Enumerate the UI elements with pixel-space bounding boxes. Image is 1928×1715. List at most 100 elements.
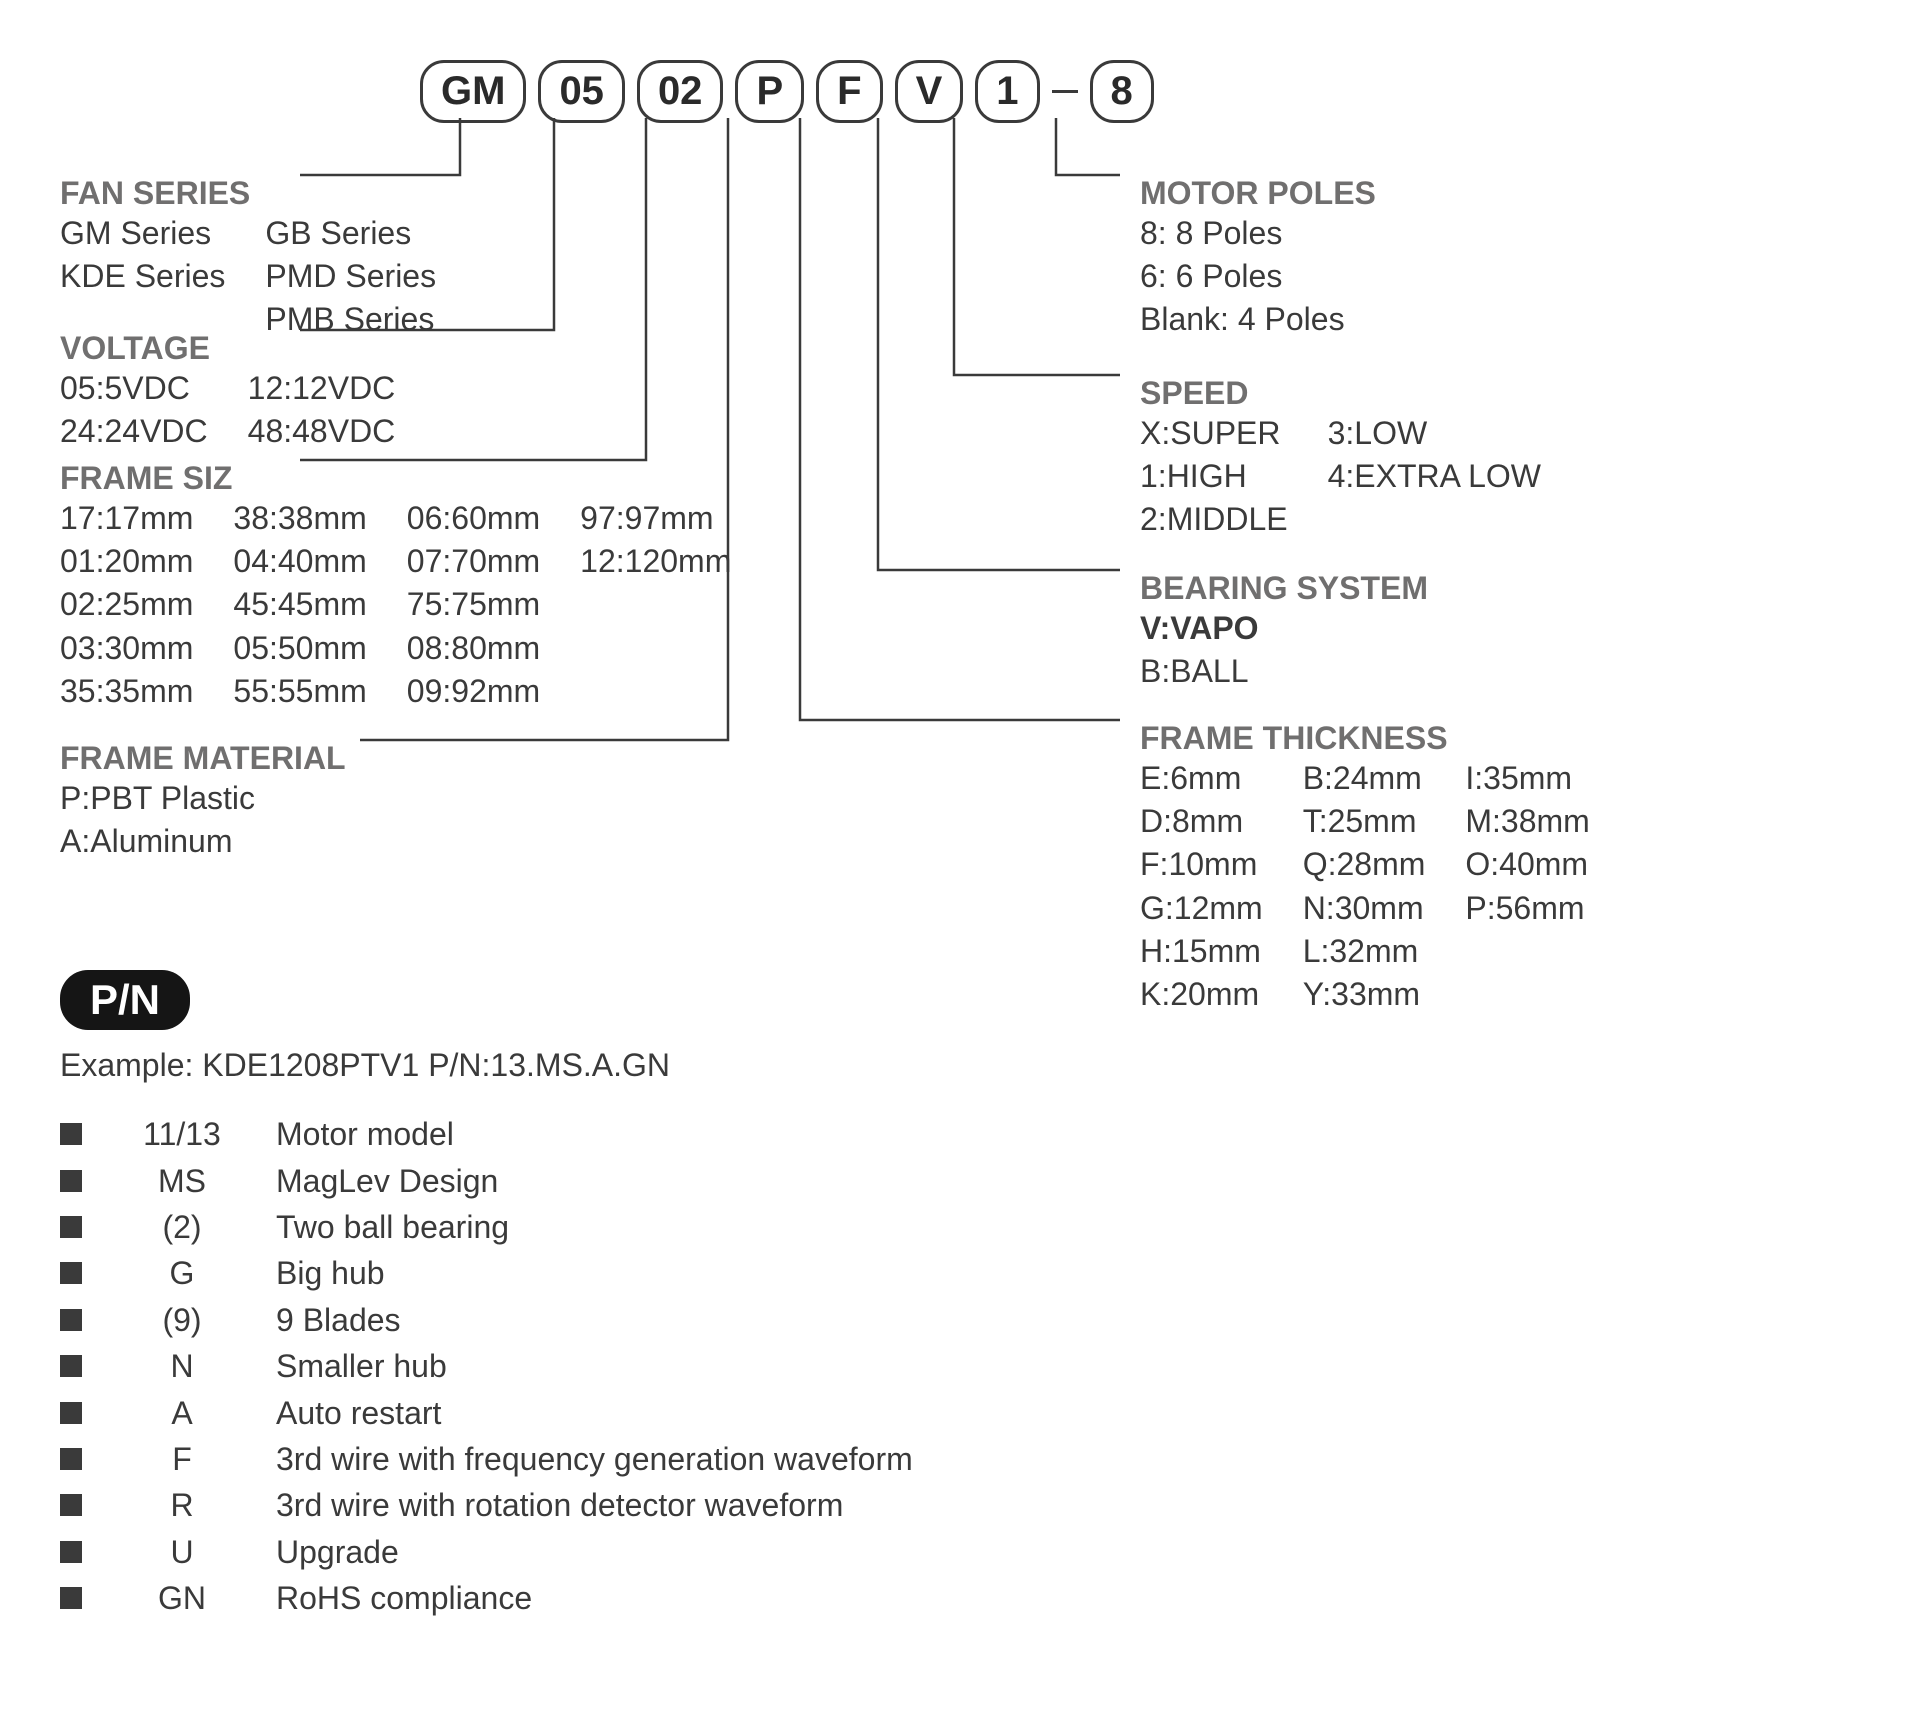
- bullet-icon: [60, 1309, 82, 1331]
- bullet-icon: [60, 1402, 82, 1424]
- frame-size-item: 02:25mm: [60, 583, 193, 626]
- pn-code: (2): [112, 1204, 252, 1250]
- pn-code: A: [112, 1390, 252, 1436]
- pn-legend-list: 11/13 Motor model MSMagLev Design (2)Two …: [60, 1111, 913, 1621]
- frame-thickness-item: I:35mm: [1465, 757, 1589, 800]
- pn-row: NSmaller hub: [60, 1343, 913, 1389]
- motor-poles-section: MOTOR POLES 8: 8 Poles 6: 6 Poles Blank:…: [1140, 175, 1376, 342]
- frame-thickness-item: B:24mm: [1303, 757, 1426, 800]
- fan-series-label: FAN SERIES: [60, 175, 436, 212]
- pn-code: G: [112, 1250, 252, 1296]
- frame-size-item: 05:50mm: [233, 627, 366, 670]
- code-box-0: GM: [420, 60, 526, 123]
- frame-size-item: 55:55mm: [233, 670, 366, 713]
- code-box-3: P: [735, 60, 804, 123]
- bullet-icon: [60, 1355, 82, 1377]
- pn-code: F: [112, 1436, 252, 1482]
- dash-separator: [1052, 90, 1078, 93]
- pn-desc: 3rd wire with rotation detector waveform: [276, 1482, 843, 1528]
- frame-thickness-item: P:56mm: [1465, 887, 1589, 930]
- frame-size-item: 09:92mm: [407, 670, 540, 713]
- bearing-section: BEARING SYSTEM V:VAPO B:BALL: [1140, 570, 1428, 693]
- speed-item: X:SUPER: [1140, 412, 1288, 455]
- pn-row: A Auto restart: [60, 1390, 913, 1436]
- code-box-6: 1: [975, 60, 1039, 123]
- bearing-item: B:BALL: [1140, 650, 1428, 693]
- frame-thickness-item: F:10mm: [1140, 843, 1263, 886]
- speed-item: 1:HIGH: [1140, 455, 1288, 498]
- voltage-item: 48:48VDC: [248, 410, 396, 453]
- pn-example: Example: KDE1208PTV1 P/N:13.MS.A.GN: [60, 1044, 913, 1087]
- voltage-label: VOLTAGE: [60, 330, 395, 367]
- frame-material-item: A:Aluminum: [60, 820, 346, 863]
- frame-size-item: 06:60mm: [407, 497, 540, 540]
- frame-size-item: 01:20mm: [60, 540, 193, 583]
- bullet-icon: [60, 1123, 82, 1145]
- pn-desc: RoHS compliance: [276, 1575, 532, 1621]
- voltage-item: 12:12VDC: [248, 367, 396, 410]
- code-box-1: 05: [538, 60, 625, 123]
- pn-row: 11/13 Motor model: [60, 1111, 913, 1157]
- frame-thickness-item: E:6mm: [1140, 757, 1263, 800]
- pn-desc: Auto restart: [276, 1390, 441, 1436]
- pn-row: GN RoHS compliance: [60, 1575, 913, 1621]
- frame-size-item: 35:35mm: [60, 670, 193, 713]
- motor-poles-item: 8: 8 Poles: [1140, 212, 1376, 255]
- motor-poles-item: Blank: 4 Poles: [1140, 298, 1376, 341]
- motor-poles-item: 6: 6 Poles: [1140, 255, 1376, 298]
- motor-poles-label: MOTOR POLES: [1140, 175, 1376, 212]
- code-box-7: 8: [1090, 60, 1154, 123]
- part-number-codes: GM 05 02 P F V 1 8: [420, 60, 1154, 123]
- pn-code: U: [112, 1529, 252, 1575]
- pn-row: MSMagLev Design: [60, 1158, 913, 1204]
- speed-section: SPEED X:SUPER 1:HIGH 2:MIDDLE 3:LOW 4:EX…: [1140, 375, 1541, 542]
- frame-size-section: FRAME SIZ 17:17mm 01:20mm 02:25mm 03:30m…: [60, 460, 731, 713]
- pn-badge: P/N: [60, 970, 190, 1030]
- bullet-icon: [60, 1494, 82, 1516]
- code-box-2: 02: [637, 60, 724, 123]
- fan-series-section: FAN SERIES GM Series KDE Series GB Serie…: [60, 175, 436, 342]
- pn-code: (9): [112, 1297, 252, 1343]
- pn-desc: 3rd wire with frequency generation wavef…: [276, 1436, 913, 1482]
- bullet-icon: [60, 1262, 82, 1284]
- frame-size-item: 04:40mm: [233, 540, 366, 583]
- pn-section: P/N Example: KDE1208PTV1 P/N:13.MS.A.GN …: [60, 970, 913, 1621]
- frame-thickness-item: T:25mm: [1303, 800, 1426, 843]
- voltage-section: VOLTAGE 05:5VDC 24:24VDC 12:12VDC 48:48V…: [60, 330, 395, 453]
- pn-desc: Upgrade: [276, 1529, 399, 1575]
- bullet-icon: [60, 1170, 82, 1192]
- fan-series-item: GB Series: [265, 212, 436, 255]
- frame-thickness-item: G:12mm: [1140, 887, 1263, 930]
- pn-code: MS: [112, 1158, 252, 1204]
- code-box-4: F: [816, 60, 882, 123]
- frame-size-item: 07:70mm: [407, 540, 540, 583]
- pn-code: N: [112, 1343, 252, 1389]
- fan-series-item: KDE Series: [60, 255, 225, 298]
- frame-thickness-item: H:15mm: [1140, 930, 1263, 973]
- pn-code: GN: [112, 1575, 252, 1621]
- fan-series-item: PMD Series: [265, 255, 436, 298]
- pn-code: 11/13: [112, 1111, 252, 1157]
- speed-item: 2:MIDDLE: [1140, 498, 1288, 541]
- bullet-icon: [60, 1541, 82, 1563]
- pn-row: U Upgrade: [60, 1529, 913, 1575]
- speed-label: SPEED: [1140, 375, 1541, 412]
- frame-thickness-item: D:8mm: [1140, 800, 1263, 843]
- pn-row: G Big hub: [60, 1250, 913, 1296]
- pn-desc: 9 Blades: [276, 1297, 401, 1343]
- frame-size-item: 17:17mm: [60, 497, 193, 540]
- pn-desc: Motor model: [276, 1111, 454, 1157]
- frame-size-item: 97:97mm: [580, 497, 731, 540]
- frame-thickness-section: FRAME THICKNESS E:6mm D:8mm F:10mm G:12m…: [1140, 720, 1590, 1016]
- frame-material-label: FRAME MATERIAL: [60, 740, 346, 777]
- pn-desc: Big hub: [276, 1250, 385, 1296]
- frame-material-item: P:PBT Plastic: [60, 777, 346, 820]
- frame-material-section: FRAME MATERIAL P:PBT Plastic A:Aluminum: [60, 740, 346, 863]
- frame-thickness-item: Q:28mm: [1303, 843, 1426, 886]
- bearing-item: V:VAPO: [1140, 607, 1428, 650]
- frame-size-item: 08:80mm: [407, 627, 540, 670]
- frame-size-item: 38:38mm: [233, 497, 366, 540]
- frame-thickness-label: FRAME THICKNESS: [1140, 720, 1590, 757]
- frame-thickness-item: M:38mm: [1465, 800, 1589, 843]
- pn-row: (2)Two ball bearing: [60, 1204, 913, 1250]
